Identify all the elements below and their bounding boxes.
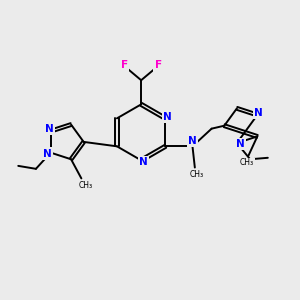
Text: N: N	[236, 139, 245, 149]
Text: CH₃: CH₃	[240, 158, 254, 167]
Text: CH₃: CH₃	[189, 170, 203, 179]
Text: N: N	[164, 112, 172, 122]
Text: N: N	[254, 108, 263, 118]
Text: N: N	[188, 136, 197, 146]
Text: N: N	[45, 124, 53, 134]
Text: CH₃: CH₃	[79, 181, 93, 190]
Text: F: F	[155, 61, 162, 70]
Text: N: N	[139, 157, 148, 167]
Text: N: N	[43, 148, 52, 158]
Text: F: F	[121, 61, 128, 70]
